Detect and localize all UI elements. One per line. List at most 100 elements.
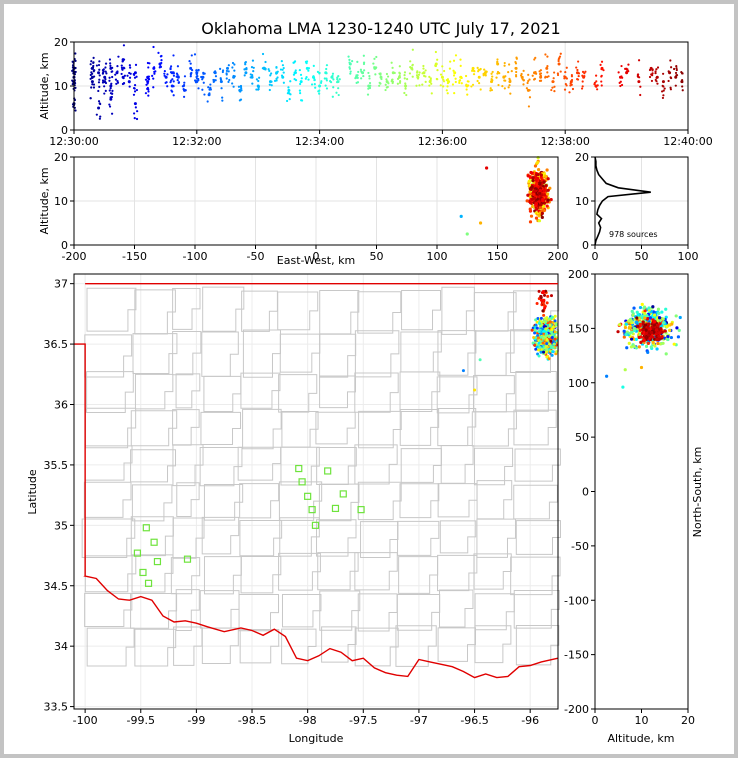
latitude-ylabel: Latitude <box>26 469 39 515</box>
east-west-source-point <box>536 168 541 172</box>
time-source-point <box>446 92 449 95</box>
time-source-point <box>495 76 498 79</box>
north-south-source-point <box>658 342 663 346</box>
time-source-point <box>160 61 163 65</box>
time-source-point <box>680 71 683 74</box>
time-source-point <box>331 76 334 79</box>
map-source-point <box>534 318 538 322</box>
time-source-point <box>443 69 446 73</box>
map-source-point <box>545 355 549 359</box>
time-source-point <box>556 73 560 77</box>
time-source-point <box>439 73 443 76</box>
time-tick-label: 12:40:00 <box>663 135 712 148</box>
county-boundary <box>202 286 245 332</box>
time-source-point <box>292 61 295 64</box>
map-outlier-point <box>461 369 465 373</box>
state-boundary <box>74 343 559 679</box>
latitude-tick-label: 33.5 <box>44 701 69 714</box>
north-south-source-point <box>648 316 652 320</box>
time-source-point <box>228 78 231 82</box>
map-source-point <box>536 334 540 338</box>
longitude-tick-label: -97 <box>410 714 428 727</box>
time-source-point <box>619 84 622 88</box>
north-south-source-point <box>638 322 642 326</box>
time-source-point <box>90 86 93 89</box>
map-source-point <box>537 354 541 358</box>
time-source-point <box>172 71 175 74</box>
time-source-point <box>335 81 339 84</box>
time-source-point <box>471 83 475 86</box>
time-source-point <box>233 69 236 72</box>
time-source-point <box>368 74 371 78</box>
map-source-point <box>551 321 555 325</box>
county-boundary <box>84 445 133 481</box>
time-source-point <box>403 73 406 77</box>
county-boundary <box>239 629 280 664</box>
time-source-point <box>71 79 74 82</box>
source-count-annotation: 978 sources <box>609 230 658 239</box>
time-source-point <box>89 73 92 77</box>
time-source-point <box>90 76 94 79</box>
time-source-point <box>97 63 101 67</box>
time-source-point <box>477 70 480 73</box>
time-source-point <box>515 57 518 60</box>
time-source-point <box>525 87 528 90</box>
county-boundary <box>175 373 201 409</box>
county-boundary <box>172 517 205 559</box>
latitude-tick-label: 37 <box>54 278 68 291</box>
county-boundary <box>440 444 474 484</box>
time-source-point <box>169 67 172 70</box>
county-boundary <box>474 593 515 631</box>
time-source-point <box>128 76 132 79</box>
time-source-point <box>261 52 265 56</box>
east-west-source-point <box>528 195 532 199</box>
altitude-tick-label: 10 <box>635 714 649 727</box>
north-south-source-point <box>624 333 628 337</box>
east-west-outlier-point <box>459 214 463 218</box>
time-source-point <box>491 70 494 74</box>
time-source-point <box>378 72 381 75</box>
time-source-point <box>151 74 154 77</box>
east-west-source-point <box>545 192 550 196</box>
east-west-source-point <box>539 173 543 177</box>
north-south-tick-label: 0 <box>582 486 589 499</box>
time-source-point <box>287 88 291 92</box>
altitude-tick-label: 20 <box>681 714 695 727</box>
county-boundary <box>515 370 557 412</box>
time-source-point <box>528 89 531 92</box>
north-south-source-point <box>639 335 643 339</box>
time-source-point <box>503 87 506 90</box>
time-source-point <box>458 79 461 83</box>
time-source-point <box>404 87 407 90</box>
county-boundary <box>278 481 323 521</box>
time-source-point <box>122 58 126 61</box>
map-source-point <box>537 289 541 293</box>
east-west-source-point <box>542 193 546 197</box>
time-source-point <box>636 73 640 76</box>
county-boundary <box>131 484 173 522</box>
east-west-source-point <box>540 215 544 219</box>
time-source-point <box>320 80 323 83</box>
time-source-point <box>152 45 155 49</box>
time-source-point <box>114 73 117 76</box>
county-boundary <box>84 592 133 628</box>
time-source-point <box>226 66 229 70</box>
time-source-point <box>318 84 322 88</box>
plan-view-map-panel: -100 -99.5 -99 -98.5 -98 -97.5 -97 -96.5 -96 33.5… <box>26 273 562 745</box>
time-source-point <box>531 74 534 77</box>
time-source-point <box>442 80 446 83</box>
time-source-point <box>95 113 98 116</box>
time-source-point <box>206 100 209 103</box>
source-histogram-panel: 0 50 100 0 10 20 978 sources <box>575 151 699 263</box>
time-source-point <box>325 77 328 80</box>
county-boundary <box>242 408 282 450</box>
time-source-point <box>655 68 658 71</box>
east-west-source-point <box>534 178 538 182</box>
altitude-tick-label: 0 <box>61 239 68 252</box>
time-source-point <box>74 70 77 74</box>
time-source-point <box>197 68 200 72</box>
time-source-point <box>128 71 131 75</box>
time-source-point <box>422 67 425 70</box>
map-source-point <box>548 320 552 324</box>
time-source-point <box>121 68 124 71</box>
